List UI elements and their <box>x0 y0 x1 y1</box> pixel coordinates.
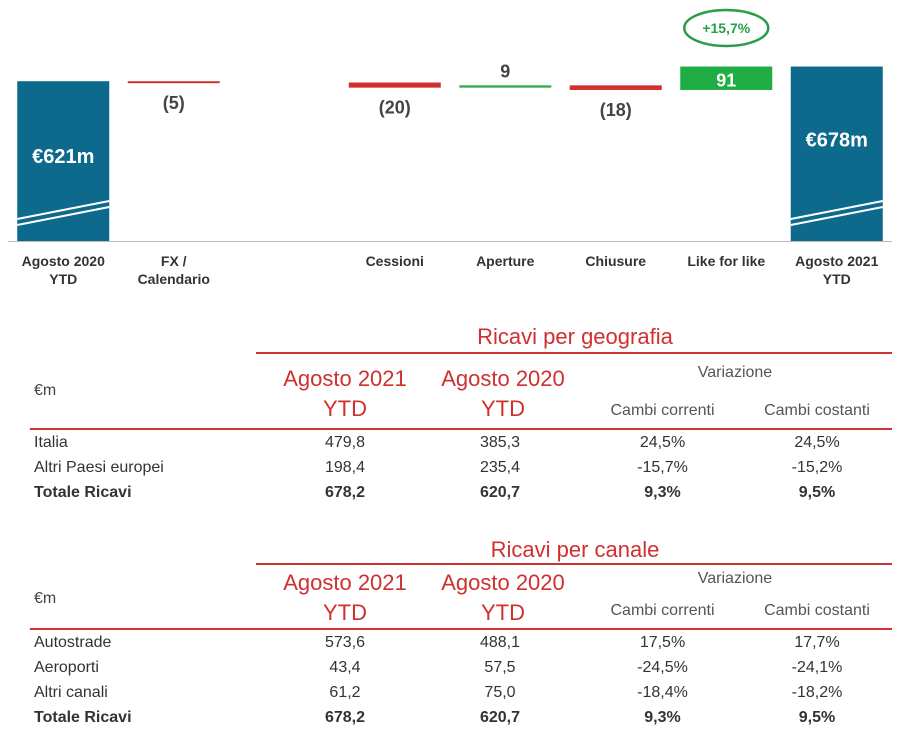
col-2021-header: Agosto 2021 YTD <box>260 570 430 626</box>
change-constant-fx: 9,5% <box>798 709 836 726</box>
cambi-costanti-header: Cambi costanti <box>764 602 870 619</box>
change-current-fx: -24,5% <box>637 659 688 676</box>
channel-table-title: Ricavi per canale <box>490 537 660 562</box>
data-label-1: (5) <box>163 93 185 113</box>
bar-7 <box>790 66 883 241</box>
category-label-6: Like for like <box>687 253 765 269</box>
value-2021: 573,6 <box>324 634 366 651</box>
row-name: Altri Paesi europei <box>34 459 164 476</box>
unit-label: €m <box>34 382 57 399</box>
change-constant-fx: 17,7% <box>794 634 840 651</box>
row-name: Totale Ricavi <box>34 709 132 726</box>
bar-4 <box>459 85 552 88</box>
category-label-0: Agosto 2020 <box>22 253 105 269</box>
col-2020-header-line2: YTD <box>481 396 525 421</box>
bar-6 <box>680 66 773 90</box>
col-2021-header-line1: Agosto 2021 <box>283 366 407 391</box>
value-2020: 235,4 <box>479 459 521 476</box>
data-label-3: (20) <box>379 98 411 118</box>
data-label-4: 9 <box>500 61 510 81</box>
value-2021: 43,4 <box>329 659 361 676</box>
axis-break-mark <box>17 206 110 226</box>
category-label-0: YTD <box>49 271 77 287</box>
row-name: Aeroporti <box>34 659 99 676</box>
data-label-5: (18) <box>600 100 632 120</box>
category-label-5: Chiusure <box>585 253 646 269</box>
change-current-fx: -18,4% <box>637 684 688 701</box>
value-2020: 620,7 <box>479 709 521 726</box>
value-2021: 678,2 <box>324 484 366 501</box>
geography-table-title: Ricavi per geografia <box>477 324 673 349</box>
category-label-7: YTD <box>823 271 851 287</box>
row-name: Totale Ricavi <box>34 484 132 501</box>
unit-label: €m <box>34 590 57 607</box>
row-name: Autostrade <box>34 634 112 651</box>
cambi-correnti-header: Cambi correnti <box>610 602 715 619</box>
change-constant-fx: -15,2% <box>791 459 843 476</box>
col-2020-header-line1: Agosto 2020 <box>441 570 565 595</box>
category-label-1: Calendario <box>138 271 210 287</box>
cambi-correnti-header: Cambi correnti <box>610 402 715 419</box>
bar-0 <box>17 81 110 241</box>
value-2021: 479,8 <box>324 434 366 451</box>
col-2021-header-line2: YTD <box>323 600 367 625</box>
col-2020-header: Agosto 2020 YTD <box>418 570 588 626</box>
col-2020-header: Agosto 2020 YTD <box>418 366 588 422</box>
data-label-0: €621m <box>32 146 94 168</box>
cambi-costanti-header: Cambi costanti <box>764 402 870 419</box>
change-current-fx: 17,5% <box>639 634 686 651</box>
bar-3 <box>348 82 441 88</box>
table-row: Italia 479,8 385,3 24,5% 24,5% <box>30 434 892 458</box>
data-label-6: 91 <box>716 71 736 91</box>
value-2020: 75,0 <box>484 684 516 701</box>
change-constant-fx: 24,5% <box>794 434 840 451</box>
value-2020: 57,5 <box>484 659 516 676</box>
row-name: Italia <box>34 434 68 451</box>
axis-break-mark <box>790 200 883 220</box>
value-2021: 198,4 <box>324 459 366 476</box>
annotation-circle <box>683 8 770 48</box>
title-divider <box>256 352 892 354</box>
table-row: Autostrade 573,6 488,1 17,5% 17,7% <box>30 634 892 658</box>
variazione-header: Variazione <box>697 570 773 587</box>
category-label-7: Agosto 2021 <box>795 253 878 269</box>
col-2021-header: Agosto 2021 YTD <box>260 366 430 422</box>
bar-1 <box>127 81 220 84</box>
value-2020: 620,7 <box>479 484 521 501</box>
change-constant-fx: 9,5% <box>798 484 836 501</box>
table-total-row: Totale Ricavi 678,2 620,7 9,3% 9,5% <box>30 484 892 508</box>
bar-5 <box>569 85 662 90</box>
header-divider <box>30 428 892 430</box>
change-current-fx: 9,3% <box>644 709 681 726</box>
col-2021-header-line1: Agosto 2021 <box>283 570 407 595</box>
table-total-row: Totale Ricavi 678,2 620,7 9,3% 9,5% <box>30 709 892 733</box>
data-label-7: €678m <box>806 130 868 152</box>
change-constant-fx: -24,1% <box>791 659 843 676</box>
row-name: Altri canali <box>34 684 108 701</box>
table-row: Altri canali 61,2 75,0 -18,4% -18,2% <box>30 684 892 708</box>
category-label-3: Cessioni <box>366 253 424 269</box>
header-divider <box>30 628 892 630</box>
table-row: Aeroporti 43,4 57,5 -24,5% -24,1% <box>30 659 892 683</box>
change-current-fx: -15,7% <box>637 459 688 476</box>
col-2020-header-line2: YTD <box>481 600 525 625</box>
title-divider <box>256 563 892 565</box>
annotation-label: +15,7% <box>702 20 750 36</box>
category-label-4: Aperture <box>476 253 535 269</box>
waterfall-chart: €621m Agosto 2020 YTD (5) FX / Calendario (20)… <box>8 8 892 287</box>
variazione-header: Variazione <box>697 364 773 381</box>
value-2020: 488,1 <box>479 634 521 651</box>
axis-break-mark <box>17 200 110 220</box>
table-row: Altri Paesi europei 198,4 235,4 -15,7% -15,2… <box>30 459 892 483</box>
axis-break-mark <box>790 206 883 226</box>
change-constant-fx: -18,2% <box>791 684 843 701</box>
col-2020-header-line1: Agosto 2020 <box>441 366 565 391</box>
change-current-fx: 9,3% <box>644 484 681 501</box>
value-2020: 385,3 <box>479 434 521 451</box>
category-label-1: FX / <box>161 253 187 269</box>
change-current-fx: 24,5% <box>639 434 686 451</box>
value-2021: 678,2 <box>324 709 366 726</box>
col-2021-header-line2: YTD <box>323 396 367 421</box>
value-2021: 61,2 <box>329 684 361 701</box>
